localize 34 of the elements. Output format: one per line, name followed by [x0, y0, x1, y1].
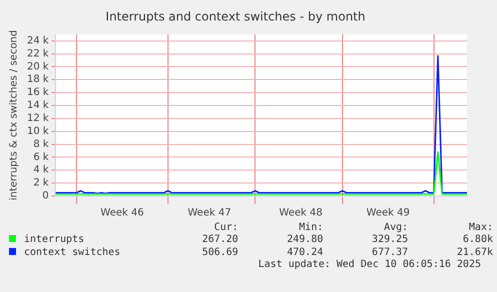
text: 329.25 [370, 233, 410, 246]
y-tick-label: 22 k [26, 48, 49, 60]
chart-title: Interrupts and context switches - by month [106, 9, 366, 24]
text: Avg: [382, 222, 410, 233]
text: 6.80k [462, 233, 494, 246]
y-axis-title: interrupts & ctx switches / second [8, 30, 20, 200]
y-tick-label: 8 k [33, 138, 49, 150]
y-tick-label: 2 k [33, 178, 49, 189]
text: Last update: Wed Dec 10 06:05:16 2025 [257, 259, 482, 270]
x-tick-label: Week 47 [188, 208, 232, 219]
legend-label: interrupts [23, 233, 86, 246]
text: 249.80 [286, 233, 324, 246]
text: 470.24 [286, 246, 324, 259]
y-tick-label: 18 k [26, 74, 49, 86]
y-tick-label: 0 [42, 190, 49, 202]
legend-label: context switches [23, 246, 122, 259]
x-tick-label: Week 46 [100, 208, 144, 219]
y-tick-label: 20 k [26, 61, 49, 72]
text: 506.69 [201, 246, 240, 259]
x-tick-label: Week 48 [279, 208, 322, 219]
y-tick-label: 14 k [26, 100, 49, 112]
x-tick-label: Week 49 [366, 208, 410, 219]
y-tick-label: 16 k [26, 87, 49, 98]
y-tick-label: 4 k [33, 164, 49, 176]
text: Cur: [213, 222, 240, 233]
text: Max: [468, 222, 494, 233]
text: 267.20 [201, 233, 240, 246]
text: 677.37 [370, 246, 410, 259]
y-tick-label: 24 k [26, 35, 49, 46]
text: 21.67k [456, 246, 494, 259]
y-tick-label: 12 k [26, 113, 49, 124]
text: Min: [298, 222, 324, 233]
y-tick-label: 10 k [26, 126, 49, 137]
y-tick-label: 6 k [33, 152, 49, 163]
